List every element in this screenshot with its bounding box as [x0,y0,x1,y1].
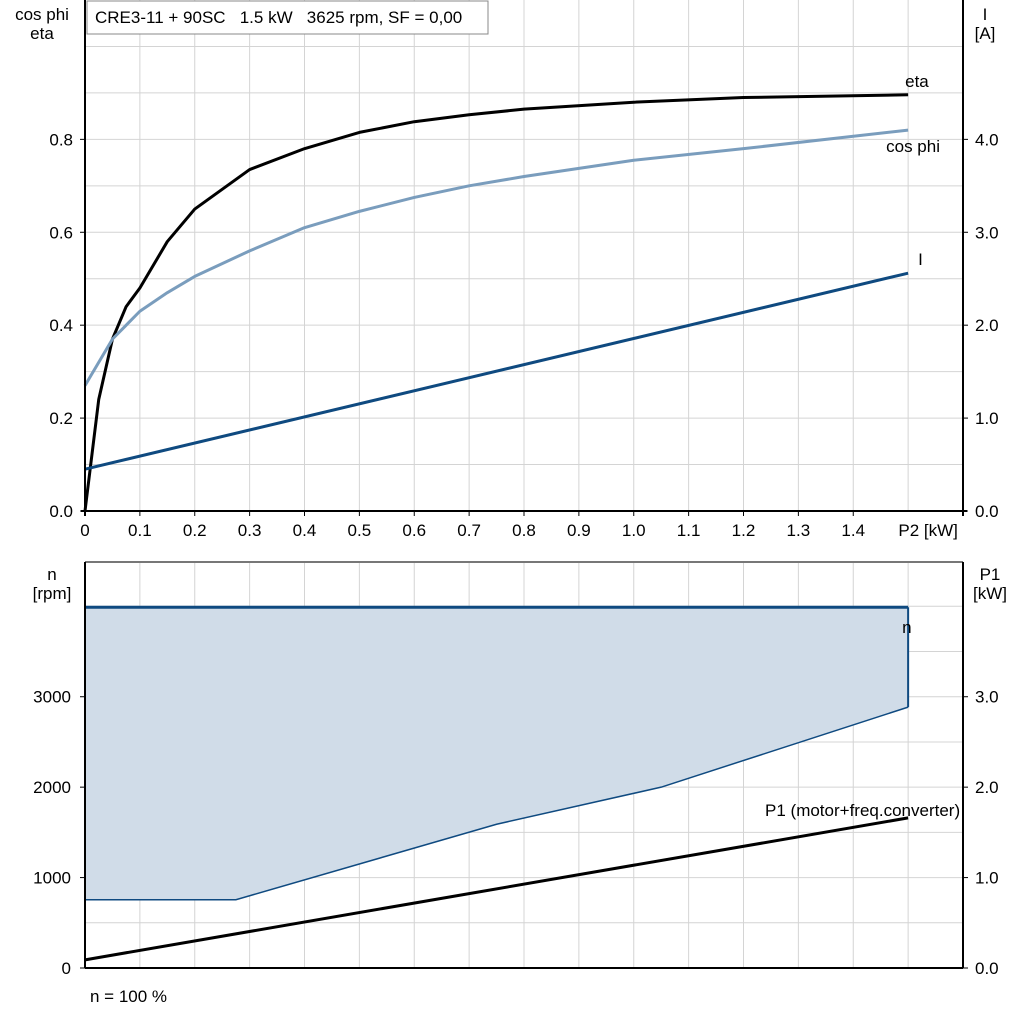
y-tick-label-right: 0.0 [975,502,999,521]
x-tick-label: 1.4 [841,521,865,540]
chart-title: CRE3-11 + 90SC 1.5 kW 3625 rpm, SF = 0,0… [95,8,462,27]
x-axis-label: P2 [kW] [898,521,958,540]
y-axis-label-right: [A] [975,24,996,43]
y-tick-label-left: 0.4 [49,316,73,335]
y-axis-label-right: I [983,5,988,24]
x-tick-label: 0.3 [238,521,262,540]
y-axis-label-left: [rpm] [33,584,72,603]
series-line-I [84,271,909,471]
y-tick-label-right: 2.0 [975,316,999,335]
x-tick-label: 1.2 [732,521,756,540]
y-tick-label-left: 0.0 [49,502,73,521]
y-tick-label-right: 1.0 [975,409,999,428]
y-axis-label-left: cos phi [15,5,69,24]
series-line-eta [83,93,909,512]
series-label: P1 (motor+freq.converter) [765,801,960,820]
x-tick-label: 0.5 [348,521,372,540]
y-axis-label-right: P1 [980,565,1001,584]
series-label: I [918,250,923,269]
speed-min-line [85,706,909,901]
x-tick-label: 0.9 [567,521,591,540]
y-axis-label-left: n [47,565,56,584]
x-tick-label: 0.7 [457,521,481,540]
y-tick-label-right: 4.0 [975,130,999,149]
x-tick-label: 1.3 [787,521,811,540]
y-tick-label-left: 1000 [33,869,71,888]
y-tick-label-left: 0.8 [49,130,73,149]
speed-range-area [85,607,909,900]
y-tick-label-left: 0.2 [49,409,73,428]
y-tick-label-right: 2.0 [975,778,999,797]
series-label: n [902,618,911,637]
x-tick-label: 0.2 [183,521,207,540]
y-tick-label-left: 2000 [33,778,71,797]
series-line-cos-phi [83,128,909,387]
y-tick-label-left: 0 [62,959,71,978]
x-tick-label: 0 [80,521,89,540]
y-tick-label-left: 3000 [33,688,71,707]
x-tick-label: 0.8 [512,521,536,540]
y-axis-label-right: [kW] [973,584,1007,603]
y-tick-label-right: 3.0 [975,223,999,242]
title-box [86,0,489,35]
x-tick-label: 0.1 [128,521,152,540]
series-label: eta [905,72,929,91]
y-tick-label-right: 0.0 [975,959,999,978]
y-axis-label-left: eta [30,24,54,43]
y-tick-label-left: 0.6 [49,223,73,242]
x-tick-label: 0.6 [402,521,426,540]
x-tick-label: 1.0 [622,521,646,540]
x-tick-label: 0.4 [293,521,317,540]
series-line-P1 [84,816,909,962]
y-tick-label-right: 3.0 [975,688,999,707]
speed-footnote: n = 100 % [90,987,167,1006]
y-tick-label-right: 1.0 [975,869,999,888]
series-label: cos phi [886,137,940,156]
x-tick-label: 1.1 [677,521,701,540]
